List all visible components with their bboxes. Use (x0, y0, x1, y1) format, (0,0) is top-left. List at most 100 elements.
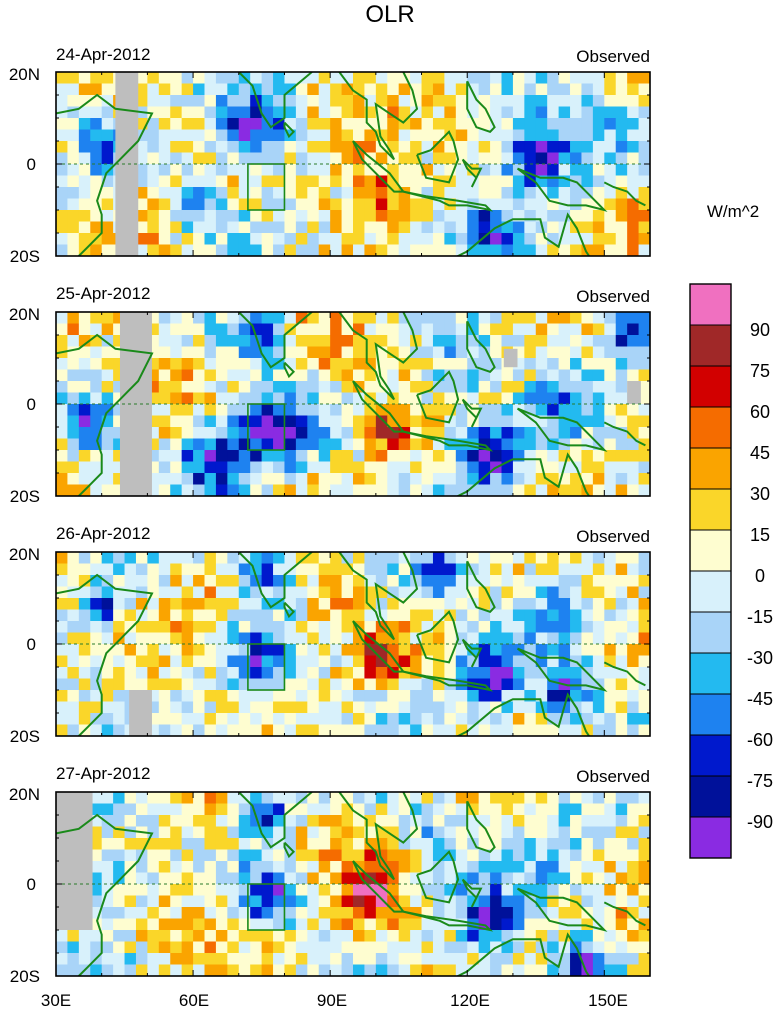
olr-cell (250, 667, 263, 680)
olr-cell (193, 792, 206, 805)
olr-cell (135, 895, 148, 908)
olr-cell (193, 861, 206, 874)
olr-cell (467, 941, 480, 954)
olr-cell (638, 575, 650, 588)
olr-cell (307, 941, 320, 954)
olr-cell (341, 815, 354, 828)
olr-cell (204, 129, 217, 142)
olr-cell (158, 713, 171, 726)
olr-cell (170, 346, 183, 359)
olr-cell (547, 803, 560, 816)
olr-cell (592, 392, 605, 405)
olr-cell (307, 450, 320, 463)
olr-cell (478, 427, 491, 440)
olr-cell (581, 461, 594, 474)
olr-cell (250, 210, 263, 223)
olr-cell (124, 872, 137, 885)
olr-cell (295, 473, 308, 486)
olr-cell (273, 175, 286, 188)
olr-cell (250, 381, 263, 394)
olr-cell (570, 930, 583, 943)
olr-cell (535, 884, 548, 897)
olr-cell (101, 609, 114, 622)
olr-cell (364, 129, 377, 142)
olr-cell (56, 655, 69, 668)
olr-cell (432, 838, 445, 851)
coastline (466, 80, 496, 133)
olr-cell (295, 655, 308, 668)
olr-cell (273, 930, 286, 943)
olr-cell (307, 118, 320, 131)
olr-cell (56, 964, 69, 976)
olr-cell (592, 244, 605, 256)
olr-cell (467, 210, 480, 223)
olr-cell (353, 392, 366, 405)
olr-cell (67, 941, 80, 954)
olr-cell (273, 358, 286, 371)
olr-cell (78, 187, 91, 200)
olr-cell (353, 415, 366, 428)
coastline (416, 850, 460, 904)
olr-cell (387, 473, 400, 486)
olr-cell (627, 95, 640, 108)
olr-cell (455, 72, 468, 85)
olr-cell (181, 187, 194, 200)
olr-cell (592, 427, 605, 440)
olr-cell (627, 895, 640, 908)
olr-cell (193, 72, 206, 85)
olr-cell (432, 849, 445, 862)
olr-cell (295, 930, 308, 943)
olr-cell (330, 964, 343, 976)
olr-cell (558, 404, 571, 417)
olr-cell (90, 129, 103, 142)
olr-cell (193, 838, 206, 851)
olr-cell (56, 141, 69, 154)
olr-cell (512, 198, 525, 211)
lat-label-north: 20N (9, 65, 40, 84)
olr-cell (307, 953, 320, 966)
olr-cell (56, 415, 69, 428)
olr-cell (375, 323, 388, 336)
olr-cell (421, 83, 434, 96)
olr-cell (592, 598, 605, 611)
olr-cell (581, 221, 594, 234)
olr-cell (284, 678, 297, 691)
olr-cell (455, 233, 468, 246)
olr-cell (181, 667, 194, 680)
olr-cell (147, 792, 160, 805)
olr-cell (638, 803, 650, 816)
olr-cell (570, 312, 583, 325)
olr-cell (501, 118, 514, 131)
olr-cell (284, 826, 297, 839)
olr-cell (193, 713, 206, 726)
olr-cell (295, 152, 308, 165)
olr-cell (56, 221, 69, 234)
olr-cell (170, 792, 183, 805)
olr-cell (307, 964, 320, 976)
olr-cell (250, 427, 263, 440)
olr-cell (318, 198, 331, 211)
olr-cell (238, 381, 251, 394)
olr-cell (135, 953, 148, 966)
olr-cell (512, 815, 525, 828)
olr-cell (261, 335, 274, 348)
olr-cell (238, 632, 251, 645)
olr-cell (353, 95, 366, 108)
olr-cell (135, 655, 148, 668)
olr-cell (227, 849, 240, 862)
olr-cell (284, 175, 297, 188)
olr-cell (318, 369, 331, 382)
olr-cell (67, 83, 80, 96)
olr-cell (547, 826, 560, 839)
olr-cell (227, 575, 240, 588)
olr-cell (444, 724, 457, 736)
olr-cell (490, 655, 503, 668)
olr-cell (478, 849, 491, 862)
olr-cell (524, 815, 537, 828)
olr-cell (512, 953, 525, 966)
colorbar-label: -90 (747, 812, 773, 832)
olr-cell (204, 918, 217, 931)
olr-cell (398, 826, 411, 839)
olr-cell (193, 461, 206, 474)
olr-cell (353, 427, 366, 440)
